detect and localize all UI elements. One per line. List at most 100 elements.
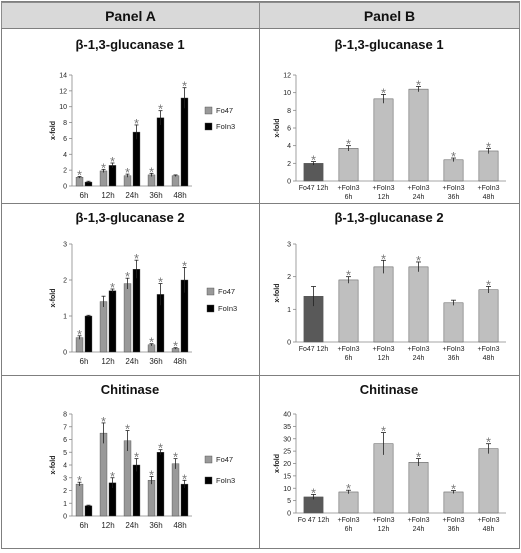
significance-star: * <box>416 450 421 465</box>
y-tick-label: 0 <box>287 511 291 518</box>
significance-star: * <box>346 481 351 496</box>
x-tick-label: 48h <box>173 191 186 200</box>
x-tick-label: 36h <box>149 357 162 366</box>
significance-star: * <box>134 251 139 266</box>
y-tick-label: 6 <box>287 126 291 133</box>
x-tick-label: Fo47 12h <box>299 346 329 353</box>
significance-star: * <box>110 280 115 295</box>
chart-a3: Chitinase x-fold 0 1 2 3 4 5 6 7 8 * * * * * * * * * 6h 12h 24… <box>50 382 235 530</box>
plot-area <box>296 75 506 181</box>
cell-b1: β-1,3-glucanase 1 x-fold 0 2 4 6 8 10 12 * * * * * * Fo… <box>259 28 520 204</box>
y-tick-label: 2 <box>63 488 67 495</box>
y-axis-label: x-fold <box>50 288 57 307</box>
bar <box>99 432 108 517</box>
y-tick-label: 35 <box>283 424 291 431</box>
significance-star: * <box>158 441 163 456</box>
significance-star: * <box>173 339 178 354</box>
y-tick-label: 1 <box>63 314 67 321</box>
x-tick-label: 6h <box>345 355 353 362</box>
y-tick-label: 0 <box>63 514 67 521</box>
significance-star: * <box>125 165 130 180</box>
x-tick-label: +FoIn3 <box>338 517 360 524</box>
bar <box>338 148 359 182</box>
y-tick-label: 6 <box>63 437 67 444</box>
x-tick-label: 36h <box>149 191 162 200</box>
y-tick-label: 2 <box>287 161 291 168</box>
y-axis-label: x-fold <box>274 454 281 473</box>
x-tick-label: 36h <box>149 521 162 530</box>
x-tick-label: +FoIn3 <box>408 346 430 353</box>
x-tick-label: +FoIn3 <box>373 346 395 353</box>
chart-b2: β-1,3-glucanase 2 x-fold 0 1 2 3 * * * * Fo47 12h +… <box>274 210 506 362</box>
y-tick-label: 8 <box>287 108 291 115</box>
bar <box>147 480 156 517</box>
x-tick-label: Fo47 12h <box>299 185 329 192</box>
y-tick-label: 2 <box>287 274 291 281</box>
significance-star: * <box>173 450 178 465</box>
cell-a3: Chitinase x-fold 0 1 2 3 4 5 6 7 8 * * * * * * * * * 6h 12h 24… <box>1 375 260 549</box>
chart-title: Chitinase <box>360 382 419 397</box>
y-tick-label: 8 <box>63 412 67 419</box>
y-tick-label: 1 <box>287 307 291 314</box>
legend-label: Fo47 <box>216 455 233 464</box>
significance-star: * <box>158 275 163 290</box>
chart-a2: β-1,3-glucanase 2 x-fold 0 1 2 3 * * * * * * * * 6h 12h… <box>50 210 237 366</box>
chart-title: β-1,3-glucanase 2 <box>75 210 184 225</box>
y-tick-label: 7 <box>63 424 67 431</box>
bar <box>156 452 165 517</box>
cell-a1: β-1,3-glucanase 1 x-fold 0 2 4 6 8 10 12 14 * * * * * *… <box>1 28 260 204</box>
cell-b3: Chitinase x-fold 0 5 10 15 20 25 30 35 40 * * * * * * Fo … <box>259 375 520 549</box>
bar <box>373 266 394 343</box>
y-tick-label: 4 <box>287 143 291 150</box>
y-tick-label: 8 <box>63 120 67 127</box>
significance-star: * <box>451 481 456 496</box>
x-tick-label: 6h <box>80 357 89 366</box>
y-tick-label: 15 <box>283 473 291 480</box>
y-tick-label: 10 <box>283 486 291 493</box>
x-tick-label: 24h <box>413 194 425 201</box>
x-tick-label: Fo 47 12h <box>298 517 330 524</box>
chart-title: β-1,3-glucanase 2 <box>334 210 443 225</box>
x-tick-label: 36h <box>448 194 460 201</box>
legend-label: FoIn3 <box>218 304 237 313</box>
bar <box>171 175 180 187</box>
bar <box>132 464 141 517</box>
bar <box>180 97 189 187</box>
y-tick-label: 0 <box>63 350 67 357</box>
chart-b1: β-1,3-glucanase 1 x-fold 0 2 4 6 8 10 12 * * * * * * Fo… <box>274 37 506 201</box>
panel-b-header: Panel B <box>259 2 520 29</box>
bar <box>338 279 359 343</box>
legend-swatch <box>204 476 213 485</box>
y-axis-label: x-fold <box>274 283 281 302</box>
x-tick-label: 6h <box>345 526 353 533</box>
significance-star: * <box>182 79 187 94</box>
bar <box>180 483 189 517</box>
significance-star: * <box>158 102 163 117</box>
x-tick-label: 12h <box>378 194 390 201</box>
y-tick-label: 6 <box>63 136 67 143</box>
significance-star: * <box>77 473 82 488</box>
cell-a2: β-1,3-glucanase 2 x-fold 0 1 2 3 * * * * * * * * 6h 12h… <box>1 203 260 376</box>
x-tick-label: 36h <box>448 355 460 362</box>
bar <box>84 505 93 517</box>
legend-label: FoIn3 <box>216 122 235 131</box>
legend-swatch <box>204 106 213 115</box>
significance-star: * <box>381 251 386 266</box>
x-tick-label: +FoIn3 <box>478 185 500 192</box>
y-tick-label: 20 <box>283 461 291 468</box>
x-tick-label: 24h <box>413 526 425 533</box>
legend-swatch <box>206 287 215 296</box>
cell-b2: β-1,3-glucanase 2 x-fold 0 1 2 3 * * * * Fo47 12h +… <box>259 203 520 376</box>
x-tick-label: +FoIn3 <box>478 346 500 353</box>
legend-label: Fo47 <box>218 287 235 296</box>
x-tick-label: +FoIn3 <box>478 517 500 524</box>
legend-label: Fo47 <box>216 106 233 115</box>
bar <box>75 483 84 517</box>
bar <box>478 448 499 514</box>
chart-title: β-1,3-glucanase 1 <box>75 37 184 52</box>
y-tick-label: 40 <box>283 412 291 419</box>
bar <box>373 98 394 182</box>
bar <box>123 283 132 353</box>
y-tick-label: 4 <box>63 463 67 470</box>
